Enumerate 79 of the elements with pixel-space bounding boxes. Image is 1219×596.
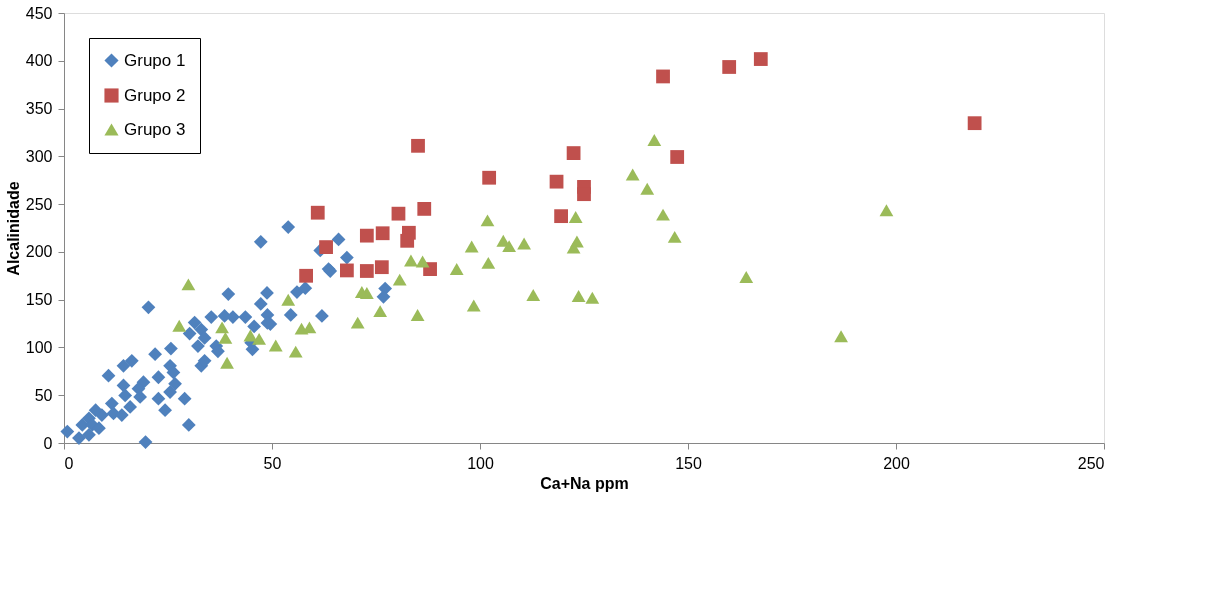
point [294,322,309,335]
point [466,299,481,312]
point [517,237,531,250]
point [172,319,187,332]
point [667,230,682,243]
point [373,305,388,318]
point [554,209,569,224]
point [252,332,266,345]
point [739,271,754,283]
point [568,210,583,223]
legend-label: Grupo 3 [124,119,186,139]
y-tick-label: 150 [25,291,53,309]
y-axis-title: Alcalinidade [4,181,22,276]
point [220,356,234,369]
x-tick-label: 100 [467,454,494,472]
x-tick-label: 200 [883,454,910,472]
point [482,170,497,185]
point [656,69,670,84]
point [400,233,415,248]
point [288,345,303,358]
point [577,187,591,202]
point [299,268,313,283]
point [350,316,365,329]
x-tick-label: 150 [675,454,702,472]
point [310,205,325,220]
point [404,254,418,267]
y-tick-label: 250 [25,195,53,213]
point [359,228,374,243]
point [374,260,389,275]
point [670,150,685,164]
point [415,255,430,268]
y-tick-label: 350 [25,100,53,118]
point [218,331,233,344]
point [480,214,495,227]
x-axis-title: Ca+Na ppm [540,474,629,492]
point [449,263,464,276]
y-tick-label: 100 [25,338,53,356]
point [566,146,581,160]
point [392,273,407,286]
y-tick-label: 300 [25,147,53,165]
point [879,204,894,217]
point [281,293,296,306]
point [526,289,541,302]
legend-label: Grupo 1 [124,50,186,70]
point [656,208,670,221]
point [502,240,517,253]
point [647,134,662,147]
y-tick-label: 0 [43,434,53,452]
point [215,321,229,334]
point [181,278,196,291]
y-tick-label: 450 [25,4,53,22]
point [268,339,283,352]
y-tick-label: 400 [25,52,53,70]
point [625,168,640,181]
point [481,256,496,269]
x-tick-label: 50 [263,454,282,472]
point [549,174,564,189]
point [319,240,333,254]
point [571,290,586,302]
point [417,202,432,216]
point [359,264,374,278]
point [391,206,406,221]
x-tick-label: 0 [64,454,74,472]
point [464,240,479,253]
point [753,52,768,66]
point [339,263,354,278]
legend-label: Grupo 2 [124,85,186,105]
point [411,138,425,153]
point [640,182,655,195]
point [967,116,982,131]
point [375,226,390,241]
y-tick-label: 200 [25,243,53,261]
point [722,60,737,74]
point [585,291,600,304]
y-tick-label: 50 [34,386,53,404]
point [834,330,848,343]
x-tick-label: 250 [1077,454,1105,472]
point [566,241,581,254]
point [410,308,425,321]
